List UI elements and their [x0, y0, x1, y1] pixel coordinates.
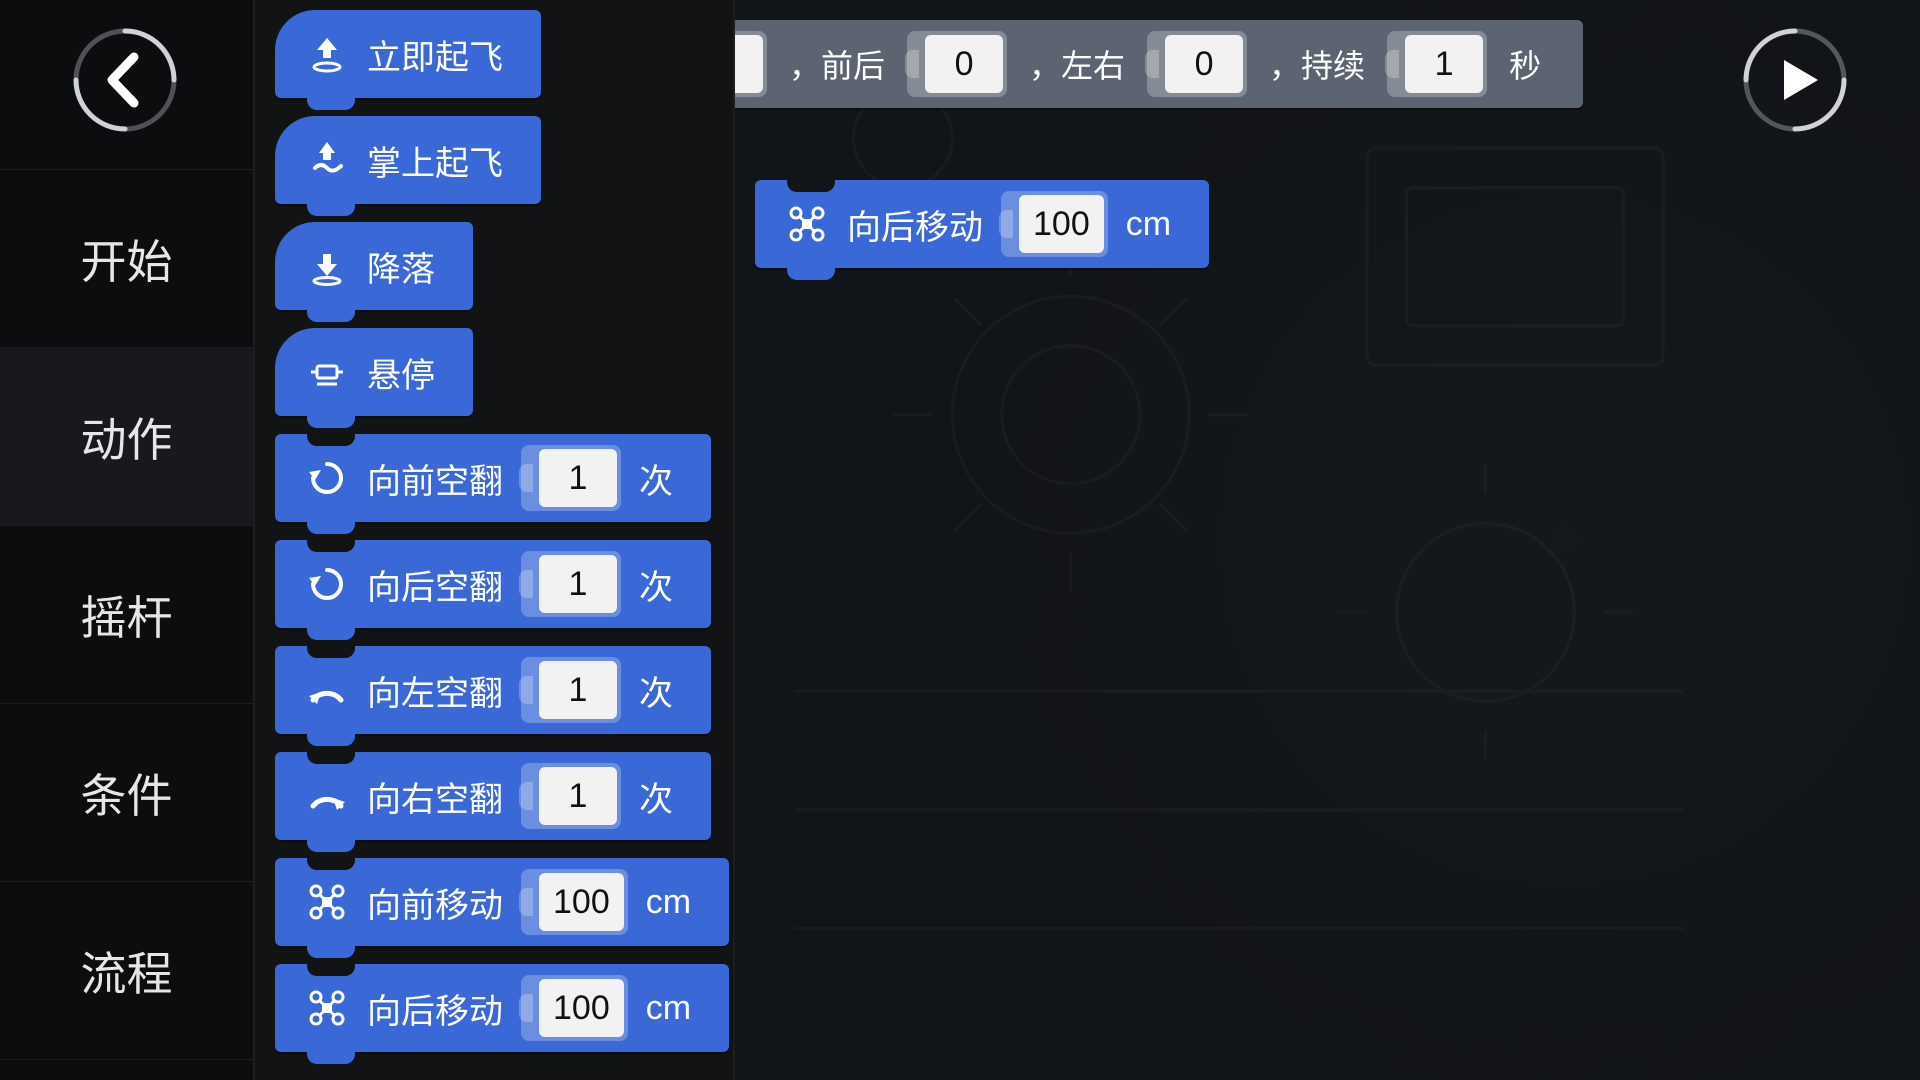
sidebar-item-start[interactable]: 开始 — [0, 170, 253, 348]
arrow-up-pad-icon — [305, 32, 349, 76]
play-button[interactable] — [1740, 25, 1850, 135]
param-fb-label: ，前后 — [789, 41, 885, 87]
block-unit: 次 — [639, 454, 673, 503]
block-label: 立即起飞 — [367, 30, 503, 79]
block-unit: 次 — [639, 560, 673, 609]
block-label: 向后移动 — [847, 200, 983, 249]
block-value[interactable]: 1 — [539, 449, 617, 507]
palette-block-flip-back[interactable]: 向后空翻 1次 — [275, 540, 711, 628]
block-label: 向右空翻 — [367, 772, 503, 821]
sidebar-item-joystick[interactable]: 摇杆 — [0, 526, 253, 704]
rotate-c-icon — [305, 562, 349, 606]
background-decoration — [735, 0, 1920, 1067]
block-unit: cm — [1126, 205, 1171, 244]
sidebar-item-flow[interactable]: 流程 — [0, 882, 253, 1060]
arrow-down-pad-icon — [305, 244, 349, 288]
sidebar-item-label: 条件 — [81, 760, 173, 826]
block-label: 向后空翻 — [367, 560, 503, 609]
sidebar-item-label: 动作 — [81, 404, 173, 470]
palette-block-palm-takeoff[interactable]: 掌上起飞 — [275, 116, 541, 204]
block-value[interactable]: 100 — [539, 873, 624, 931]
param-lr-label: ，左右 — [1029, 41, 1125, 87]
block-value[interactable]: 1 — [539, 767, 617, 825]
block-unit: 次 — [639, 666, 673, 715]
drone-icon — [305, 880, 349, 924]
palette-block-hover[interactable]: 悬停 — [275, 328, 473, 416]
palette-block-move-forward[interactable]: 向前移动 100 cm — [275, 858, 729, 946]
canvas-block-move-back[interactable]: 向后移动 100 cm — [755, 180, 1209, 268]
block-unit: 次 — [639, 772, 673, 821]
block-value[interactable]: 100 — [539, 979, 624, 1037]
arc-right-icon — [305, 774, 349, 818]
param-dur-label: ，持续 — [1269, 41, 1365, 87]
palette-block-flip-right[interactable]: 向右空翻 1次 — [275, 752, 711, 840]
block-unit: cm — [646, 883, 691, 922]
palette-block-takeoff-now[interactable]: 立即起飞 — [275, 10, 541, 98]
block-label: 向左空翻 — [367, 666, 503, 715]
arc-left-icon — [305, 668, 349, 712]
rotate-c-icon — [305, 456, 349, 500]
palette-block-move-back[interactable]: 向后移动 100 cm — [275, 964, 729, 1052]
sidebar-item-label: 开始 — [81, 226, 173, 292]
category-sidebar: 开始 动作 摇杆 条件 流程 — [0, 0, 255, 1080]
block-label: 向前移动 — [367, 878, 503, 927]
block-palette: 立即起飞掌上起飞降落悬停向前空翻1次向后空翻1次向左空翻1次向右空翻1次向前移动… — [255, 0, 735, 1080]
back-button[interactable] — [70, 25, 180, 135]
block-label: 悬停 — [367, 348, 435, 397]
sidebar-item-condition[interactable]: 条件 — [0, 704, 253, 882]
block-label: 降落 — [367, 242, 435, 291]
block-label: 掌上起飞 — [367, 136, 503, 185]
workspace-canvas[interactable]: ，航向 0 ，前后 0 ，左右 0 ，持续 1 秒 向后移动 100 cm — [735, 0, 1920, 1080]
hover-icon — [305, 350, 349, 394]
sidebar-item-label: 流程 — [81, 938, 173, 1004]
block-label: 向后移动 — [367, 984, 503, 1033]
palette-block-land[interactable]: 降落 — [275, 222, 473, 310]
palette-block-flip-forward[interactable]: 向前空翻 1次 — [275, 434, 711, 522]
drone-icon — [305, 986, 349, 1030]
param-lr-value[interactable]: 0 — [1165, 35, 1243, 93]
block-unit: cm — [646, 989, 691, 1028]
sidebar-item-action[interactable]: 动作 — [0, 348, 253, 526]
drone-icon — [785, 202, 829, 246]
block-value[interactable]: 1 — [539, 555, 617, 613]
block-value[interactable]: 100 — [1019, 195, 1104, 253]
palette-block-flip-left[interactable]: 向左空翻 1次 — [275, 646, 711, 734]
param-fb-value[interactable]: 0 — [925, 35, 1003, 93]
sidebar-item-label: 摇杆 — [81, 582, 173, 648]
param-dur-value[interactable]: 1 — [1405, 35, 1483, 93]
param-dur-unit: 秒 — [1509, 41, 1541, 87]
arrow-up-hand-icon — [305, 138, 349, 182]
block-label: 向前空翻 — [367, 454, 503, 503]
block-value[interactable]: 1 — [539, 661, 617, 719]
